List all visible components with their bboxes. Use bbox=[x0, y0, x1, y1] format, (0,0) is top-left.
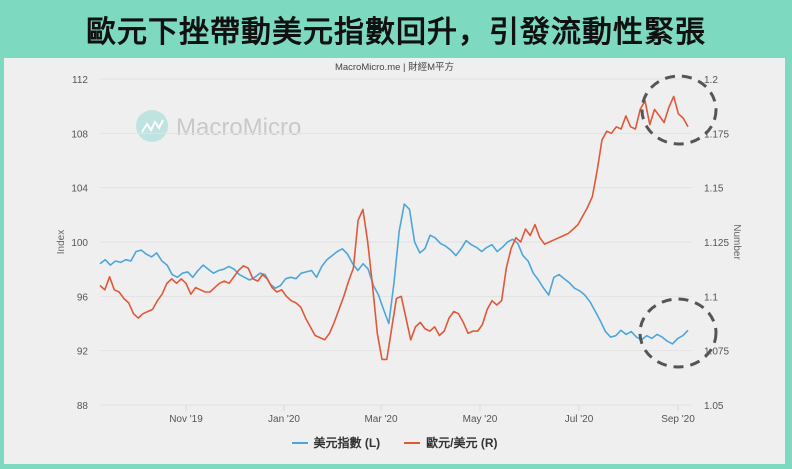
chart-legend: 美元指數 (L) 歐元/美元 (R) bbox=[4, 434, 785, 451]
y-left-tick: 88 bbox=[77, 401, 89, 412]
x-tick-label: Mar '20 bbox=[364, 414, 397, 425]
legend-label-eurusd: 歐元/美元 (R) bbox=[426, 436, 498, 450]
legend-label-dxy: 美元指數 (L) bbox=[313, 436, 381, 450]
x-tick-label: Nov '19 bbox=[169, 414, 203, 425]
y-right-tick: 1.075 bbox=[704, 347, 729, 358]
x-tick-label: Jul '20 bbox=[565, 414, 594, 425]
legend-swatch-eurusd bbox=[404, 441, 421, 444]
dxy-line bbox=[99, 203, 689, 345]
y-right-tick: 1.2 bbox=[704, 75, 718, 86]
y-right-tick: 1.15 bbox=[704, 184, 724, 195]
dxy-highlight-circle bbox=[638, 297, 718, 369]
x-tick-label: May '20 bbox=[463, 414, 498, 425]
chart-credit: MacroMicro.me | 財經M平方 bbox=[334, 62, 455, 73]
x-tick-label: Jan '20 bbox=[268, 414, 300, 425]
x-tick-label: Sep '20 bbox=[661, 414, 695, 425]
svg-text:MacroMicro: MacroMicro bbox=[176, 114, 301, 141]
y-left-label: Index bbox=[56, 230, 67, 254]
y-left-tick: 96 bbox=[77, 292, 89, 303]
eurusd-highlight-circle bbox=[640, 74, 718, 146]
y-right-label: Number bbox=[731, 224, 742, 260]
macromicro-watermark: MacroMicro bbox=[136, 110, 301, 142]
y-right-tick: 1.175 bbox=[704, 129, 729, 140]
eurusd-line bbox=[99, 95, 689, 361]
legend-item-dxy[interactable]: 美元指數 (L) bbox=[291, 434, 381, 451]
y-left-tick: 100 bbox=[71, 238, 88, 249]
y-right-tick: 1.125 bbox=[704, 238, 729, 249]
y-left-tick: 104 bbox=[71, 184, 88, 195]
page-title: 歐元下挫帶動美元指數回升，引發流動性緊張 bbox=[86, 15, 706, 50]
legend-swatch-dxy bbox=[291, 441, 308, 444]
y-left-tick: 92 bbox=[77, 347, 89, 358]
y-right-tick: 1.1 bbox=[704, 292, 718, 303]
chart-panel: MacroMicro.me | 財經M平方 MacroMicro 88 92 96 10… bbox=[4, 58, 785, 464]
y-left-tick: 112 bbox=[72, 75, 88, 86]
y-left-tick: 108 bbox=[71, 129, 88, 140]
y-right-tick: 1.05 bbox=[704, 401, 724, 412]
legend-item-eurusd[interactable]: 歐元/美元 (R) bbox=[404, 434, 498, 451]
line-chart: MacroMicro 88 92 96 100 104 108 112 1.05 1.075 1.1… bbox=[56, 74, 742, 425]
